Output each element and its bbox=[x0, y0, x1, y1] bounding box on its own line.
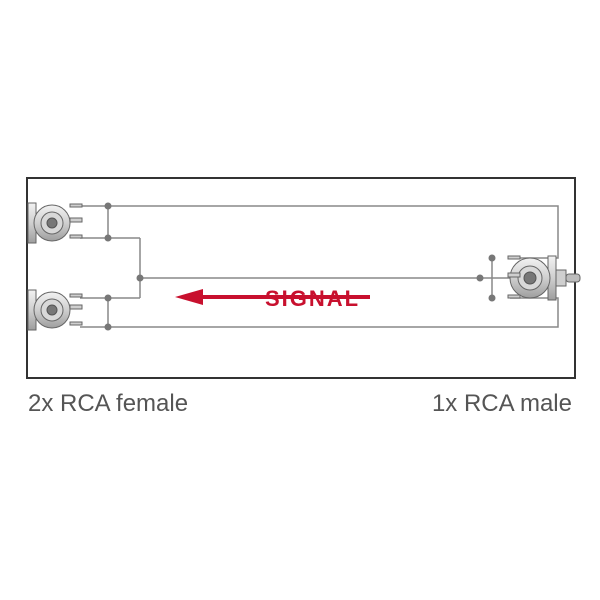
caption-right: 1x RCA male bbox=[432, 390, 572, 418]
signal-label: SIGNAL bbox=[265, 286, 360, 312]
caption-left: 2x RCA female bbox=[28, 390, 188, 418]
diagram-canvas: SIGNAL 2x RCA female 1x RCA male bbox=[0, 0, 600, 600]
